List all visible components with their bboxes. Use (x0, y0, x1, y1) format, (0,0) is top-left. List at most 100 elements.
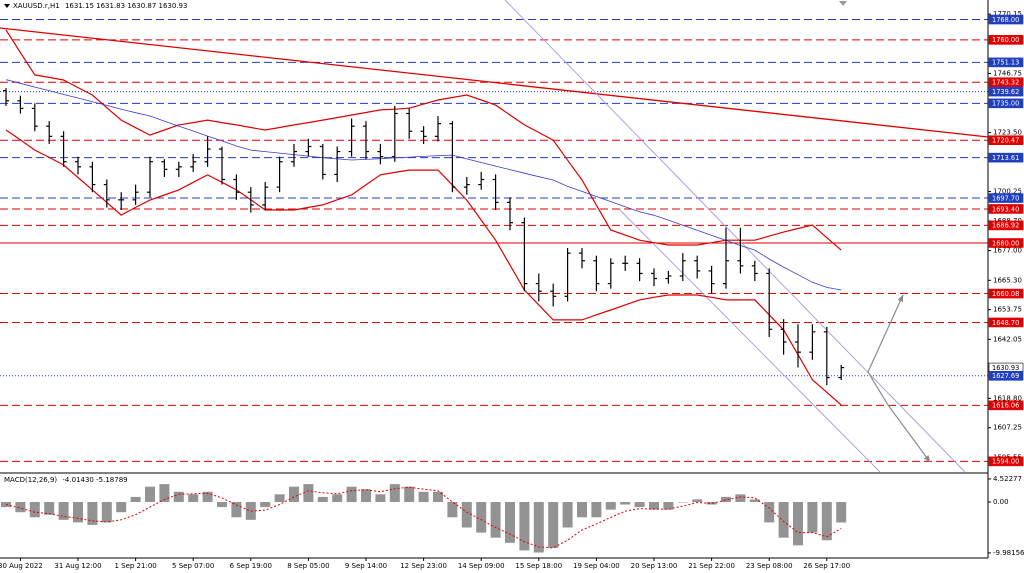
level-box (988, 152, 1024, 163)
symbol: XAUUSD.r,H1 (13, 2, 60, 10)
scroll-marker (839, 1, 847, 6)
x-tick-label: 20 Sep 13:00 (631, 562, 678, 570)
x-tick-label: 14 Sep 09:00 (458, 562, 505, 570)
level-label: 1739.62 (992, 88, 1019, 96)
projection-arrow (887, 404, 931, 463)
x-tick-label: 5 Sep 07:00 (172, 562, 214, 570)
level-box (988, 77, 1024, 88)
macd-bar (332, 494, 343, 502)
level-box (988, 57, 1024, 68)
macd-bar (29, 501, 40, 518)
projection-arrow (867, 371, 889, 406)
macd-bar (591, 501, 602, 518)
macd-bar (735, 494, 746, 502)
level-label: 1713.61 (992, 154, 1019, 162)
level-label: 1686.92 (992, 222, 1019, 230)
macd-bar (505, 501, 515, 543)
bollinger-lower (5, 129, 842, 406)
y-tick-label: 1700.25 (993, 188, 1022, 196)
x-tick-label: 6 Sep 19:00 (230, 562, 272, 570)
macd-bar (490, 501, 501, 538)
macd-bar (447, 501, 458, 518)
macd-bar (519, 501, 530, 551)
y-tick-label: 1723.50 (993, 129, 1022, 137)
y-tick-label: 1618.80 (993, 394, 1022, 402)
level-label: 1660.08 (992, 290, 1019, 298)
macd-bar (231, 501, 242, 518)
x-tick-label: 12 Sep 23:00 (400, 562, 447, 570)
level-box (988, 135, 1024, 146)
menu-icon[interactable] (4, 4, 10, 8)
macd-bar (663, 501, 674, 510)
macd-signal: -5.18789 (96, 476, 127, 484)
axis-layer: 1770.151746.751723.501700.251688.701677.… (0, 10, 1024, 570)
macd-bar (634, 501, 645, 508)
level-box (988, 35, 1024, 45)
level-label: 1693.40 (992, 205, 1019, 213)
macd-bar (202, 491, 213, 502)
macd-bar (620, 501, 631, 505)
macd-bar (73, 501, 83, 523)
macd-y-tick-label: 0.00 (993, 498, 1009, 506)
y-tick-label: 1746.75 (993, 70, 1022, 78)
macd-bar (778, 501, 789, 538)
x-tick-label: 15 Sep 18:00 (515, 562, 562, 570)
macd-bar (821, 501, 832, 541)
level-label: 1594.00 (992, 458, 1019, 466)
macd-bar (15, 501, 26, 513)
x-tick-label: 21 Sep 22:00 (688, 562, 735, 570)
y-tick-label: 1677.00 (993, 247, 1022, 255)
level-box (988, 220, 1024, 231)
macd-bar (836, 501, 847, 523)
x-tick-label: 23 Sep 08:00 (746, 562, 793, 570)
projection-arrow (867, 294, 904, 373)
level-box (988, 456, 1024, 467)
high-value: 1631.83 (96, 2, 125, 10)
macd-label: MACD(12,26,9) (4, 476, 57, 484)
macd-bar (418, 491, 429, 502)
macd-bar (303, 484, 314, 502)
y-tick-label: 1607.25 (993, 424, 1022, 432)
level-label: 1630.93 (992, 364, 1019, 372)
level-box (988, 14, 1024, 25)
macd-bar (245, 501, 256, 520)
macd-bar (217, 501, 227, 508)
macd-bar (260, 501, 271, 508)
macd-layer (1, 484, 847, 553)
y-tick-label: 1770.15 (993, 10, 1022, 18)
macd-bar (116, 501, 127, 513)
x-tick-label: 19 Sep 04:00 (573, 562, 620, 570)
macd-bar (130, 496, 141, 502)
bars-layer (3, 88, 845, 386)
open-value: 1631.15 (65, 2, 94, 10)
macd-bar (145, 486, 155, 502)
macd-header: MACD(12,26,9) -4.01430 -5.18789 (4, 476, 128, 484)
macd-bar (721, 496, 731, 502)
macd-bar (548, 501, 559, 548)
x-tick-label: 8 Sep 05:00 (287, 562, 329, 570)
level-box (988, 400, 1024, 411)
macd-bar (188, 494, 199, 502)
level-box (988, 193, 1024, 203)
macd-bar (317, 496, 328, 502)
macd-bar (87, 501, 98, 525)
chart-header: XAUUSD.r,H1 1631.15 1631.83 1630.87 1630… (13, 2, 187, 10)
macd-bar (533, 501, 544, 553)
macd-bar (577, 501, 587, 518)
macd-bar (764, 501, 775, 523)
macd-bar (605, 501, 616, 510)
y-tick-label: 1642.05 (993, 335, 1022, 343)
level-box (988, 238, 1024, 248)
macd-bar (562, 501, 573, 528)
x-tick-label: 31 Aug 12:00 (54, 562, 101, 570)
y-tick-label: 1665.30 (993, 276, 1022, 284)
indicator-layer (5, 29, 842, 406)
macd-main: -4.01430 (62, 476, 93, 484)
level-box (988, 317, 1024, 328)
macd-bar (404, 486, 415, 502)
level-box (988, 204, 1024, 214)
macd-bar (807, 501, 818, 533)
level-label: 1735.00 (992, 100, 1019, 108)
